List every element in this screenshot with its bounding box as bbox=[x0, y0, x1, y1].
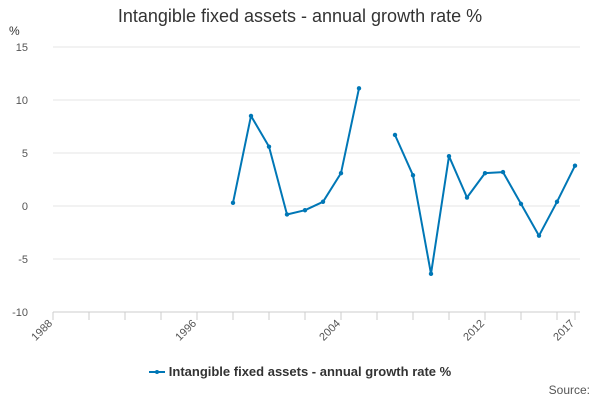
data-point bbox=[536, 233, 542, 238]
data-point bbox=[572, 163, 578, 168]
data-point bbox=[446, 153, 452, 159]
x-tick-label: 2012 bbox=[461, 318, 487, 344]
y-tick-label: 10 bbox=[16, 95, 28, 107]
data-point bbox=[356, 86, 362, 91]
data-point bbox=[248, 113, 254, 119]
series-line bbox=[232, 88, 360, 216]
y-tick-label: -5 bbox=[18, 254, 28, 266]
y-tick-label: 0 bbox=[22, 201, 28, 213]
series-line bbox=[394, 134, 576, 275]
legend-line-marker-icon bbox=[148, 366, 165, 378]
data-point bbox=[500, 169, 506, 175]
data-point bbox=[482, 170, 488, 176]
x-tick-label: 2017 bbox=[551, 318, 577, 344]
data-point bbox=[284, 212, 290, 217]
chart-legend[interactable]: Intangible fixed assets - annual growth … bbox=[0, 364, 600, 379]
data-point bbox=[230, 200, 236, 206]
chart-title: Intangible fixed assets - annual growth … bbox=[117, 6, 483, 26]
data-point bbox=[320, 199, 326, 204]
y-tick-label: 15 bbox=[16, 42, 28, 54]
data-point bbox=[410, 173, 416, 178]
x-tick-label: 2004 bbox=[317, 318, 343, 344]
data-point bbox=[266, 144, 272, 149]
legend-label: Intangible fixed assets - annual growth … bbox=[168, 364, 452, 379]
source-label: Source: bbox=[548, 383, 590, 397]
data-point bbox=[392, 132, 398, 138]
data-point bbox=[428, 271, 434, 277]
data-point bbox=[554, 199, 560, 204]
data-point bbox=[302, 208, 308, 213]
y-axis-label: % bbox=[9, 24, 20, 38]
data-point bbox=[518, 201, 524, 207]
x-tick-label: 1996 bbox=[173, 318, 199, 344]
data-point bbox=[338, 170, 344, 176]
data-point bbox=[464, 195, 470, 200]
y-tick-label: 5 bbox=[22, 148, 28, 160]
y-tick-label: -10 bbox=[12, 307, 28, 319]
x-tick-label: 1988 bbox=[29, 318, 55, 344]
